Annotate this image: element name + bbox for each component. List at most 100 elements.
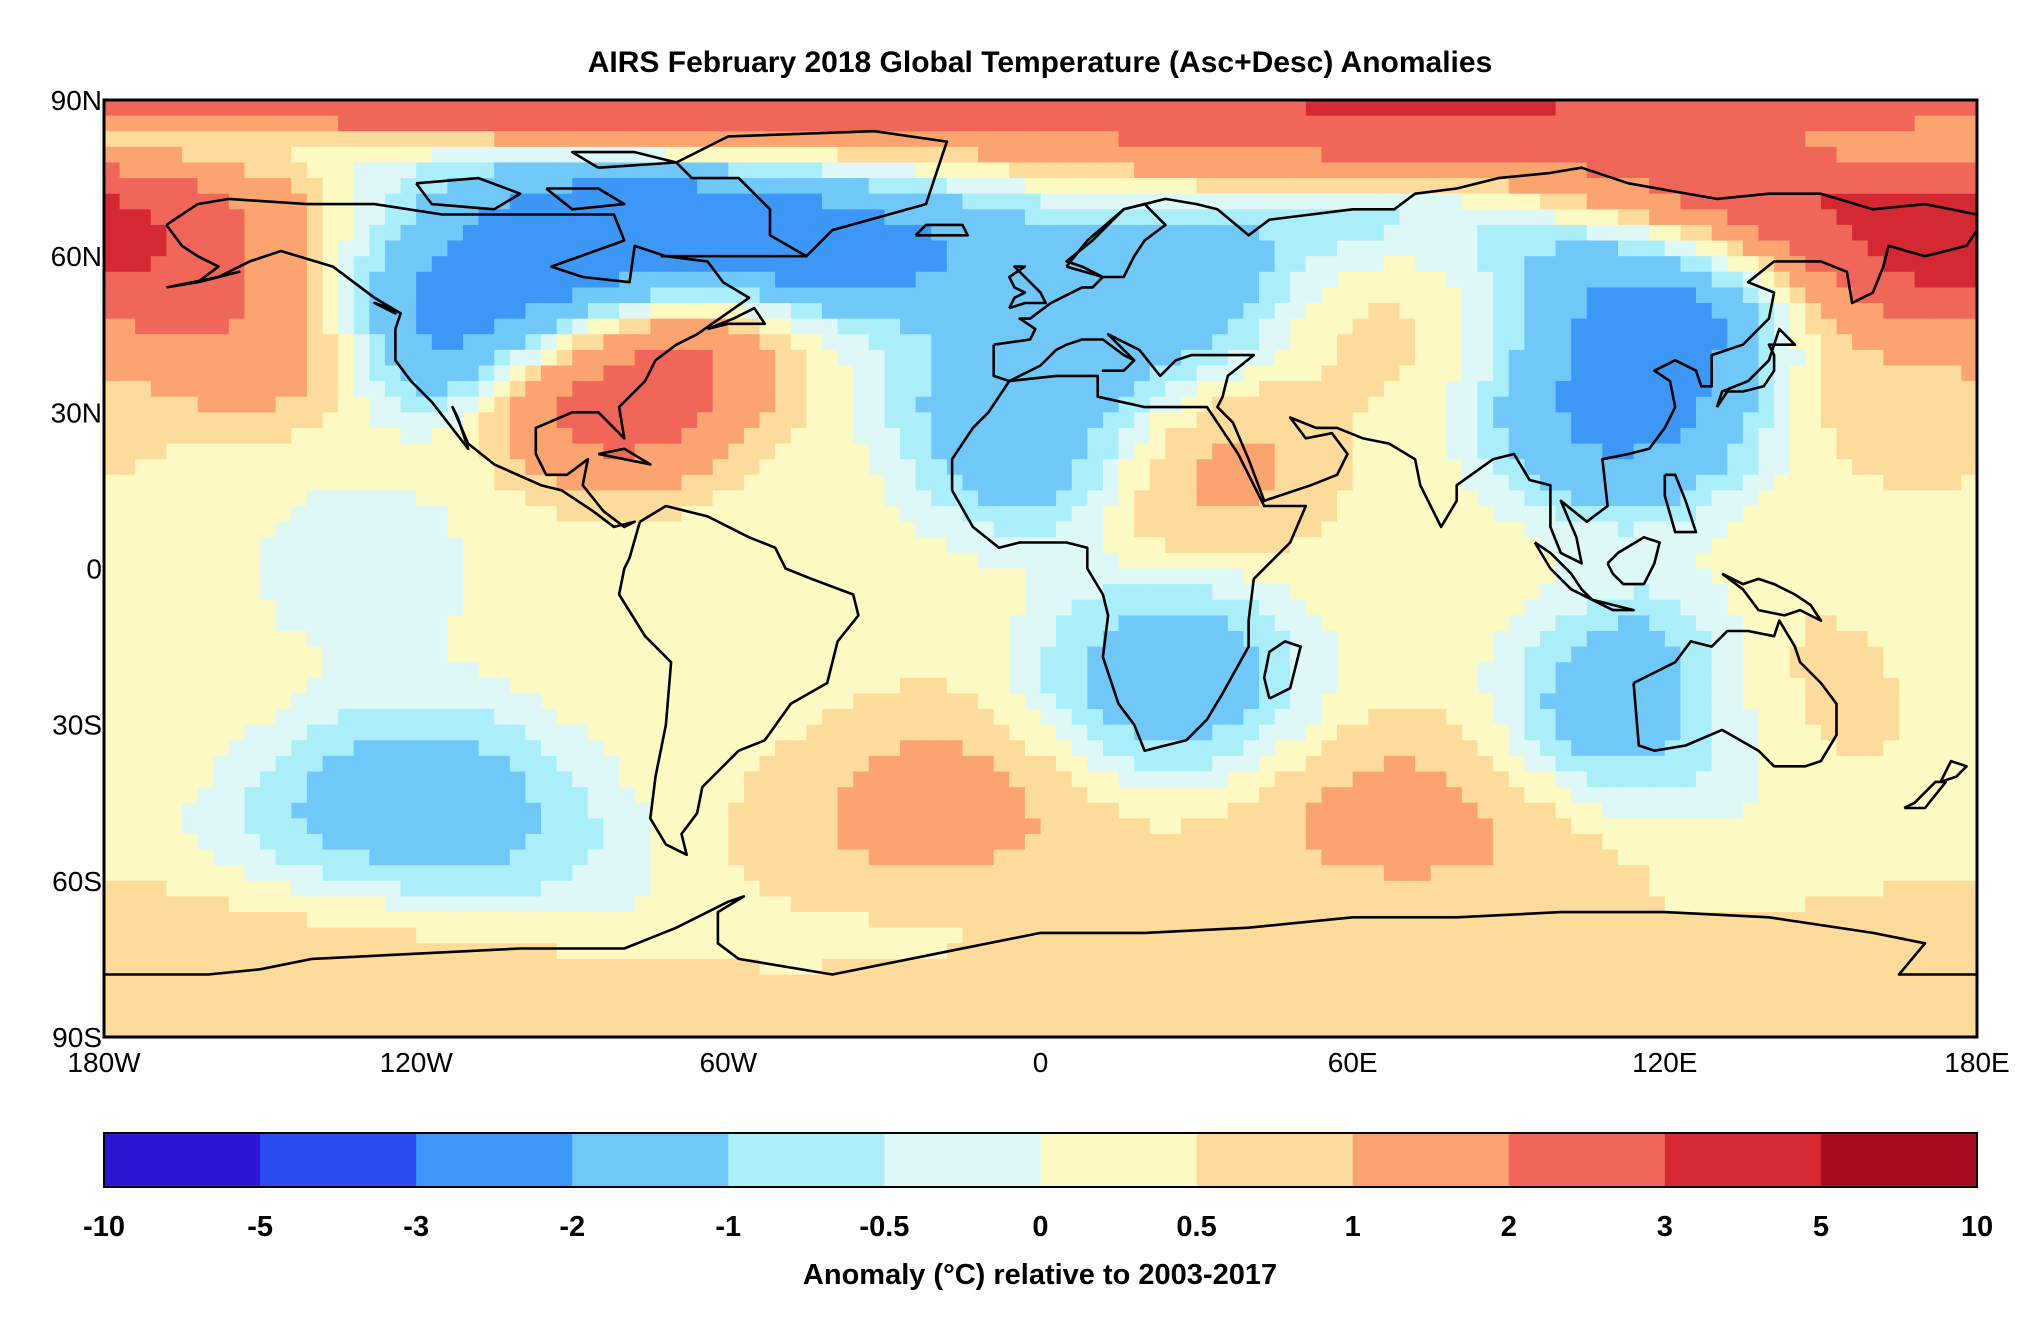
anomaly-cell bbox=[1727, 100, 1744, 117]
anomaly-cell bbox=[369, 630, 386, 648]
anomaly-cell bbox=[384, 178, 402, 195]
anomaly-cell bbox=[1867, 443, 1884, 460]
anomaly-cell bbox=[275, 615, 292, 632]
anomaly-cell bbox=[150, 240, 168, 257]
anomaly-cell bbox=[1586, 521, 1603, 538]
anomaly-cell bbox=[634, 381, 651, 398]
anomaly-cell bbox=[462, 287, 480, 304]
anomaly-cell bbox=[1883, 271, 1900, 288]
anomaly-cell bbox=[1914, 381, 1931, 398]
anomaly-cell bbox=[1789, 256, 1806, 273]
anomaly-cell bbox=[884, 287, 901, 304]
anomaly-cell bbox=[525, 162, 542, 179]
anomaly-cell bbox=[1461, 506, 1479, 523]
anomaly-cell bbox=[1774, 490, 1791, 507]
anomaly-cell bbox=[1368, 256, 1385, 273]
anomaly-cell bbox=[369, 693, 386, 710]
anomaly-cell bbox=[1399, 318, 1416, 335]
anomaly-cell bbox=[1852, 240, 1869, 257]
anomaly-cell bbox=[1087, 349, 1104, 367]
anomaly-cell bbox=[150, 693, 168, 710]
anomaly-cell bbox=[1259, 193, 1276, 210]
anomaly-cell bbox=[884, 334, 901, 351]
anomaly-cell bbox=[743, 615, 761, 632]
anomaly-cell bbox=[1040, 427, 1057, 445]
anomaly-cell bbox=[384, 724, 402, 741]
anomaly-cell bbox=[1539, 334, 1557, 351]
anomaly-cell bbox=[104, 584, 121, 601]
anomaly-cell bbox=[1071, 193, 1088, 210]
anomaly-cell bbox=[119, 240, 136, 257]
anomaly-cell bbox=[853, 537, 870, 554]
anomaly-cell bbox=[384, 568, 402, 585]
anomaly-cell bbox=[821, 318, 839, 335]
anomaly-cell bbox=[1852, 318, 1869, 335]
anomaly-cell bbox=[244, 303, 261, 320]
anomaly-cell bbox=[1415, 709, 1432, 726]
anomaly-cell bbox=[1134, 146, 1151, 164]
anomaly-cell bbox=[1305, 256, 1323, 273]
anomaly-cell bbox=[556, 474, 573, 492]
anomaly-cell bbox=[1539, 693, 1557, 710]
anomaly-cell bbox=[275, 740, 292, 757]
anomaly-cell bbox=[712, 443, 729, 460]
anomaly-cell bbox=[697, 303, 714, 320]
anomaly-cell bbox=[1009, 599, 1026, 616]
anomaly-cell bbox=[166, 381, 183, 398]
anomaly-cell bbox=[244, 521, 261, 538]
anomaly-cell bbox=[884, 740, 901, 757]
anomaly-cell bbox=[447, 287, 464, 304]
anomaly-cell bbox=[1711, 427, 1728, 445]
anomaly-cell bbox=[447, 381, 464, 398]
anomaly-cell bbox=[946, 412, 964, 429]
anomaly-cell bbox=[1727, 599, 1744, 616]
anomaly-cell bbox=[338, 131, 355, 148]
anomaly-cell bbox=[1727, 646, 1744, 663]
anomaly-cell bbox=[1508, 131, 1525, 148]
anomaly-cell bbox=[1867, 724, 1884, 741]
anomaly-cell bbox=[1586, 443, 1603, 460]
anomaly-cell bbox=[1836, 131, 1853, 148]
anomaly-cell bbox=[135, 100, 152, 117]
anomaly-cell bbox=[587, 146, 605, 164]
anomaly-cell bbox=[494, 646, 511, 663]
anomaly-cell bbox=[1461, 630, 1479, 648]
anomaly-cell bbox=[1290, 490, 1307, 507]
anomaly-cell bbox=[228, 427, 246, 445]
anomaly-cell bbox=[1820, 162, 1838, 179]
anomaly-cell bbox=[1820, 521, 1838, 538]
anomaly-cell bbox=[1696, 303, 1713, 320]
anomaly-cell bbox=[1493, 256, 1510, 273]
anomaly-cell bbox=[1399, 162, 1416, 179]
anomaly-cell bbox=[166, 724, 183, 741]
anomaly-cell bbox=[884, 146, 901, 164]
anomaly-cell bbox=[494, 256, 511, 273]
anomaly-cell bbox=[712, 709, 729, 726]
anomaly-cell bbox=[509, 271, 527, 288]
anomaly-cell bbox=[1305, 131, 1323, 148]
anomaly-cell bbox=[1212, 146, 1229, 164]
anomaly-cell bbox=[1836, 521, 1853, 538]
anomaly-cell bbox=[1212, 131, 1229, 148]
anomaly-cell bbox=[1399, 584, 1416, 601]
anomaly-cell bbox=[1102, 552, 1120, 570]
anomaly-cell bbox=[1071, 271, 1088, 288]
anomaly-cell bbox=[853, 100, 870, 117]
anomaly-cell bbox=[1930, 630, 1947, 648]
anomaly-cell bbox=[509, 646, 527, 663]
anomaly-cell bbox=[119, 740, 136, 757]
anomaly-cell bbox=[1539, 193, 1557, 210]
anomaly-cell bbox=[213, 240, 230, 257]
anomaly-cell bbox=[1337, 693, 1354, 710]
anomaly-cell bbox=[1305, 271, 1323, 288]
anomaly-cell bbox=[821, 474, 839, 492]
anomaly-cell bbox=[603, 584, 620, 601]
anomaly-cell bbox=[572, 131, 589, 148]
anomaly-cell bbox=[1477, 662, 1494, 679]
anomaly-cell bbox=[619, 334, 636, 351]
anomaly-cell bbox=[228, 209, 246, 226]
anomaly-cell bbox=[915, 349, 932, 367]
anomaly-cell bbox=[946, 537, 964, 554]
anomaly-cell bbox=[1149, 303, 1166, 320]
anomaly-cell bbox=[228, 287, 246, 304]
